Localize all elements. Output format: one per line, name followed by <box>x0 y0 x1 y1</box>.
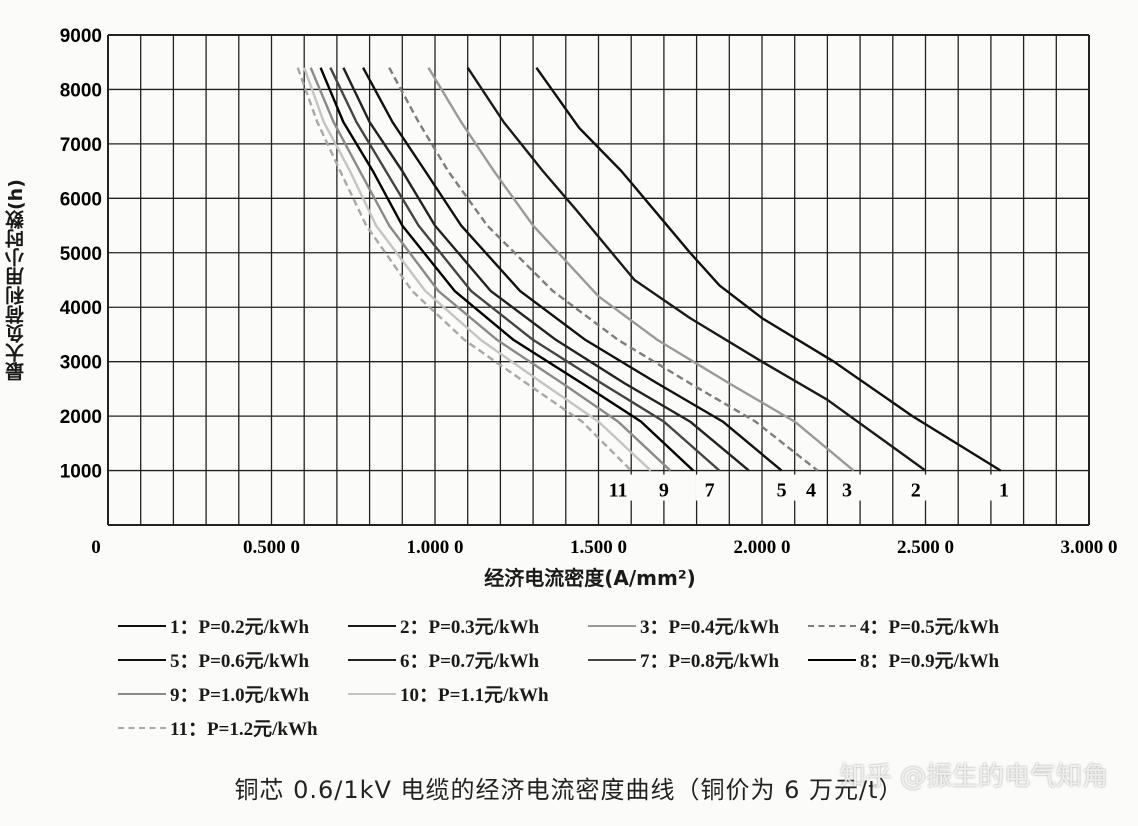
curve-end-label-bg <box>901 474 930 501</box>
x-tick-label: 2.500 0 <box>897 537 954 558</box>
curve-end-label-bg <box>989 474 1018 501</box>
curve-end-label-bg <box>797 474 826 501</box>
legend-item: 8：P=0.9元/kWh <box>808 646 999 673</box>
y-tick-labels: 1000 2000 3000 4000 5000 6000 7000 8000 9000 <box>60 26 102 483</box>
legend-swatch <box>588 658 636 661</box>
y-tick-label: 4000 <box>60 298 102 319</box>
legend-swatch <box>808 658 856 661</box>
legend-swatch <box>118 692 166 695</box>
legend-item: 1：P=0.2元/kWh <box>118 612 309 639</box>
series-line-11 <box>296 67 633 472</box>
legend-swatch <box>118 726 166 729</box>
x-tick-label: 0.500 0 <box>243 537 300 558</box>
x-tick-label: 1.000 0 <box>407 537 464 558</box>
y-tick-label: 6000 <box>60 189 102 210</box>
x-tick-label: 0 <box>91 537 101 558</box>
series-line-6 <box>342 67 750 472</box>
legend-label: 2：P=0.3元/kWh <box>400 617 540 638</box>
series-line-7 <box>329 67 721 472</box>
legend-item: 7：P=0.8元/kWh <box>588 646 779 673</box>
watermark: 知乎 @振生的电气知角 <box>839 762 1108 792</box>
legend-row: 11：P=1.2元/kWh <box>118 714 1078 748</box>
curve-end-label-bg <box>695 474 724 501</box>
x-tick-label: 3.000 0 <box>1061 537 1118 558</box>
legend-swatch <box>588 624 636 627</box>
curve-end-labels: 11 9 7 5 4 3 2 1 <box>604 474 1018 502</box>
legend-row: 5：P=0.6元/kWh 6：P=0.7元/kWh 7：P=0.8元/kWh 8：P=… <box>118 646 1078 680</box>
curve-end-label: 11 <box>609 480 628 502</box>
legend-label: 1：P=0.2元/kWh <box>170 617 310 638</box>
curve-end-label: 5 <box>777 480 787 502</box>
legend-item: 2：P=0.3元/kWh <box>348 612 539 639</box>
curve-end-label: 9 <box>659 480 669 502</box>
series-line-9 <box>309 67 672 472</box>
legend-row: 1：P=0.2元/kWh 2：P=0.3元/kWh 3：P=0.4元/kWh 4：P=… <box>118 612 1078 646</box>
legend-item: 9：P=1.0元/kWh <box>118 680 309 707</box>
legend-item: 5：P=0.6元/kWh <box>118 646 309 673</box>
series-line-2 <box>466 67 927 472</box>
chart: 1000 2000 3000 4000 5000 6000 7000 8000 9000 0 0.… <box>60 26 1118 558</box>
curve-end-label: 2 <box>911 480 921 502</box>
legend-swatch <box>348 624 396 627</box>
legend-label: 9：P=1.0元/kWh <box>170 685 310 706</box>
curve-end-label-bg <box>604 474 633 501</box>
y-tick-label: 9000 <box>60 26 102 47</box>
series-line-3 <box>427 67 855 472</box>
y-axis-label: 最大负荷利用小时数(h) <box>5 179 27 381</box>
legend-label: 10：P=1.1元/kWh <box>400 685 549 706</box>
legend-item: 6：P=0.7元/kWh <box>348 646 539 673</box>
y-tick-label: 7000 <box>60 135 102 156</box>
legend-item: 11：P=1.2元/kWh <box>118 714 318 741</box>
legend-swatch <box>348 658 396 661</box>
y-tick-label: 8000 <box>60 80 102 101</box>
curve-end-label: 7 <box>705 480 715 502</box>
x-tick-label: 1.500 0 <box>570 537 627 558</box>
legend-label: 8：P=0.9元/kWh <box>860 651 1000 672</box>
curve-end-label: 1 <box>999 480 1009 502</box>
series-line-8 <box>319 67 695 472</box>
legend-label: 5：P=0.6元/kWh <box>170 651 310 672</box>
x-tick-label: 2.000 0 <box>734 537 791 558</box>
legend-label: 3：P=0.4元/kWh <box>640 617 780 638</box>
series-lines <box>296 67 1002 472</box>
series-line-4 <box>388 67 819 472</box>
legend-label: 4：P=0.5元/kWh <box>860 617 1000 638</box>
legend-item: 3：P=0.4元/kWh <box>588 612 779 639</box>
legend: 1：P=0.2元/kWh 2：P=0.3元/kWh 3：P=0.4元/kWh 4：P=… <box>118 612 1078 748</box>
series-line-5 <box>362 67 783 472</box>
grid <box>107 34 1090 526</box>
legend-label: 11：P=1.2元/kWh <box>170 719 318 740</box>
x-tick-labels: 0 0.500 0 1.000 0 1.500 0 2.000 0 2.500 0 3.00… <box>91 537 1117 558</box>
y-tick-label: 3000 <box>60 353 102 374</box>
legend-swatch <box>118 624 166 627</box>
legend-swatch <box>348 692 396 695</box>
legend-item: 4：P=0.5元/kWh <box>808 612 999 639</box>
legend-label: 6：P=0.7元/kWh <box>400 651 540 672</box>
curve-end-label: 3 <box>842 480 852 502</box>
curve-end-label-bg <box>833 474 862 501</box>
curve-end-label: 4 <box>806 480 816 502</box>
y-tick-label: 5000 <box>60 244 102 265</box>
legend-item: 10：P=1.1元/kWh <box>348 680 549 707</box>
series-line-1 <box>535 67 1002 472</box>
y-tick-label: 2000 <box>60 407 102 428</box>
y-tick-label: 1000 <box>60 462 102 483</box>
x-axis-label: 经济电流密度(A/mm²) <box>484 566 696 590</box>
figure-caption: 铜芯 0.6/1kV 电缆的经济电流密度曲线（铜价为 6 万元/t） <box>234 776 904 804</box>
series-line-10 <box>303 67 652 472</box>
curve-end-label-bg <box>767 474 796 501</box>
curve-end-label-bg <box>649 474 678 501</box>
legend-label: 7：P=0.8元/kWh <box>640 651 780 672</box>
legend-swatch <box>118 658 166 661</box>
legend-swatch <box>808 624 856 627</box>
legend-row: 9：P=1.0元/kWh 10：P=1.1元/kWh <box>118 680 1078 714</box>
